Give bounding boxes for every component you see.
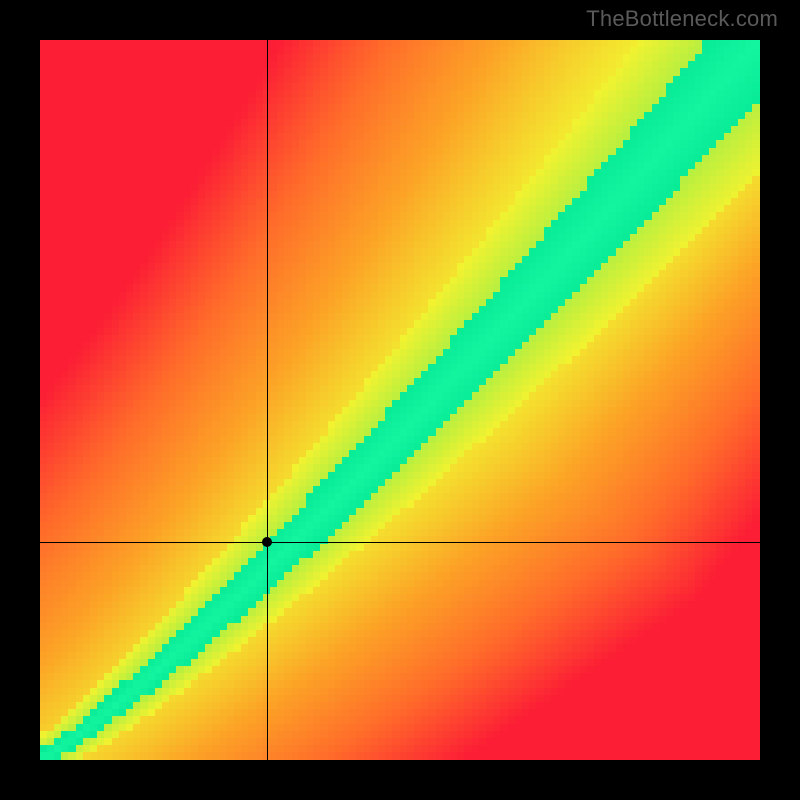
crosshair-horizontal-line <box>40 542 760 543</box>
heatmap-canvas <box>40 40 760 760</box>
page-root: TheBottleneck.com <box>0 0 800 800</box>
watermark-text: TheBottleneck.com <box>586 6 778 32</box>
crosshair-vertical-line <box>267 40 268 760</box>
heatmap-plot-area <box>40 40 760 760</box>
crosshair-marker-dot <box>262 537 272 547</box>
